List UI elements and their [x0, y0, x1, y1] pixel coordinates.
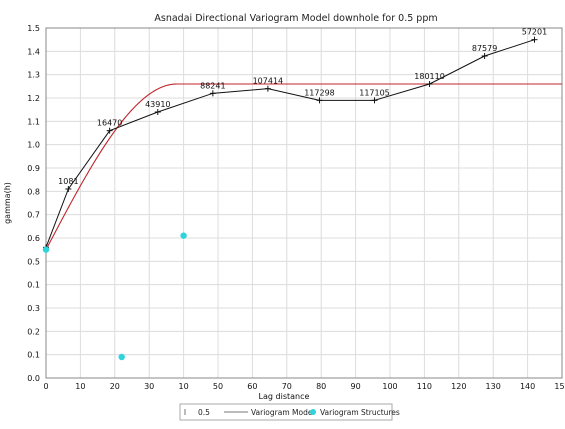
x-tick-label: 80 [316, 382, 326, 391]
x-tick-label: 120 [451, 382, 466, 391]
y-tick-label: 0.3 [27, 304, 40, 313]
y-tick-labels: 0.0 0.1 0.2 0.3 0.1 0.5 0.6 0.7 0.8 0.9 1.0 1.1 1.2 1… [27, 24, 40, 383]
x-tick-label: 60 [247, 382, 257, 391]
y-tick-label: 0.1 [27, 281, 40, 290]
structure-point [180, 232, 187, 239]
y-tick-label: 1.1 [27, 117, 40, 126]
legend: 0.5 Variogram Mode Variogram Structures [179, 403, 400, 421]
pair-count-label: 16470 [97, 119, 122, 128]
pair-count-label: 107414 [253, 77, 284, 86]
x-tick-label: 50 [213, 382, 223, 391]
legend-label-model: Variogram Mode [251, 408, 313, 417]
y-tick-label: 1.4 [27, 47, 40, 56]
y-tick-label: 0.7 [27, 211, 40, 220]
model-layer [45, 83, 562, 250]
x-tick-label: 10 [179, 382, 189, 391]
x-tick-label: 110 [417, 382, 432, 391]
structure-point [118, 353, 125, 361]
pair-count-label: 180110 [414, 72, 445, 81]
legend-label-experimental: 0.5 [198, 408, 210, 417]
y-tick-label: 1.2 [27, 94, 40, 103]
y-tick-label: 0.2 [27, 327, 40, 336]
experimental-layer: 1081 16470 43910 88241 107414 117298 117105 180… [43, 28, 547, 251]
pair-count-label: 57201 [522, 28, 547, 37]
x-tick-label: 150 [554, 382, 565, 391]
experimental-line [45, 39, 535, 248]
x-tick-label: 10 [75, 382, 85, 391]
legend-label-structures: Variogram Structures [320, 408, 400, 417]
x-tick-label: 70 [282, 382, 292, 391]
pair-count-label: 1081 [58, 177, 78, 186]
pair-count-label: 87579 [472, 44, 497, 53]
legend-box [179, 403, 393, 421]
chart-title: Asnadai Directional Variogram Model down… [154, 13, 437, 24]
y-tick-label: 0.5 [27, 257, 40, 266]
pair-count-label: 117105 [359, 88, 390, 97]
y-tick-label: 1.3 [27, 71, 40, 80]
grid [45, 27, 563, 379]
pair-count-label: 117298 [304, 88, 335, 97]
pair-count-label: 43910 [145, 100, 170, 109]
y-tick-label: 1.5 [27, 24, 40, 33]
pair-count-label: 88241 [200, 81, 225, 90]
y-axis-label: gamma(h) [3, 182, 12, 224]
structure-layer [42, 232, 187, 361]
model-curve [45, 83, 562, 250]
y-tick-label: 1.0 [27, 141, 40, 150]
x-tick-label: 130 [486, 382, 501, 391]
legend-marker-structures [310, 409, 316, 415]
x-axis-label: Lag distance [259, 392, 310, 401]
y-tick-label: 0.6 [27, 234, 40, 243]
x-tick-label: 30 [144, 382, 154, 391]
structure-point [42, 246, 50, 253]
y-tick-label: 0.8 [27, 187, 40, 196]
x-tick-labels: 0 10 20 30 10 50 60 70 80 90 100 110 120 130 140 150 [43, 382, 565, 391]
x-tick-label: 90 [351, 382, 361, 391]
x-tick-label: 100 [382, 382, 397, 391]
x-tick-label: 140 [520, 382, 535, 391]
x-tick-label: 0 [43, 382, 48, 391]
y-tick-label: 0.1 [27, 351, 40, 360]
plot-frame [45, 27, 563, 379]
y-tick-label: 0.9 [27, 164, 40, 173]
y-tick-label: 0.0 [27, 374, 40, 383]
x-tick-label: 20 [110, 382, 120, 391]
